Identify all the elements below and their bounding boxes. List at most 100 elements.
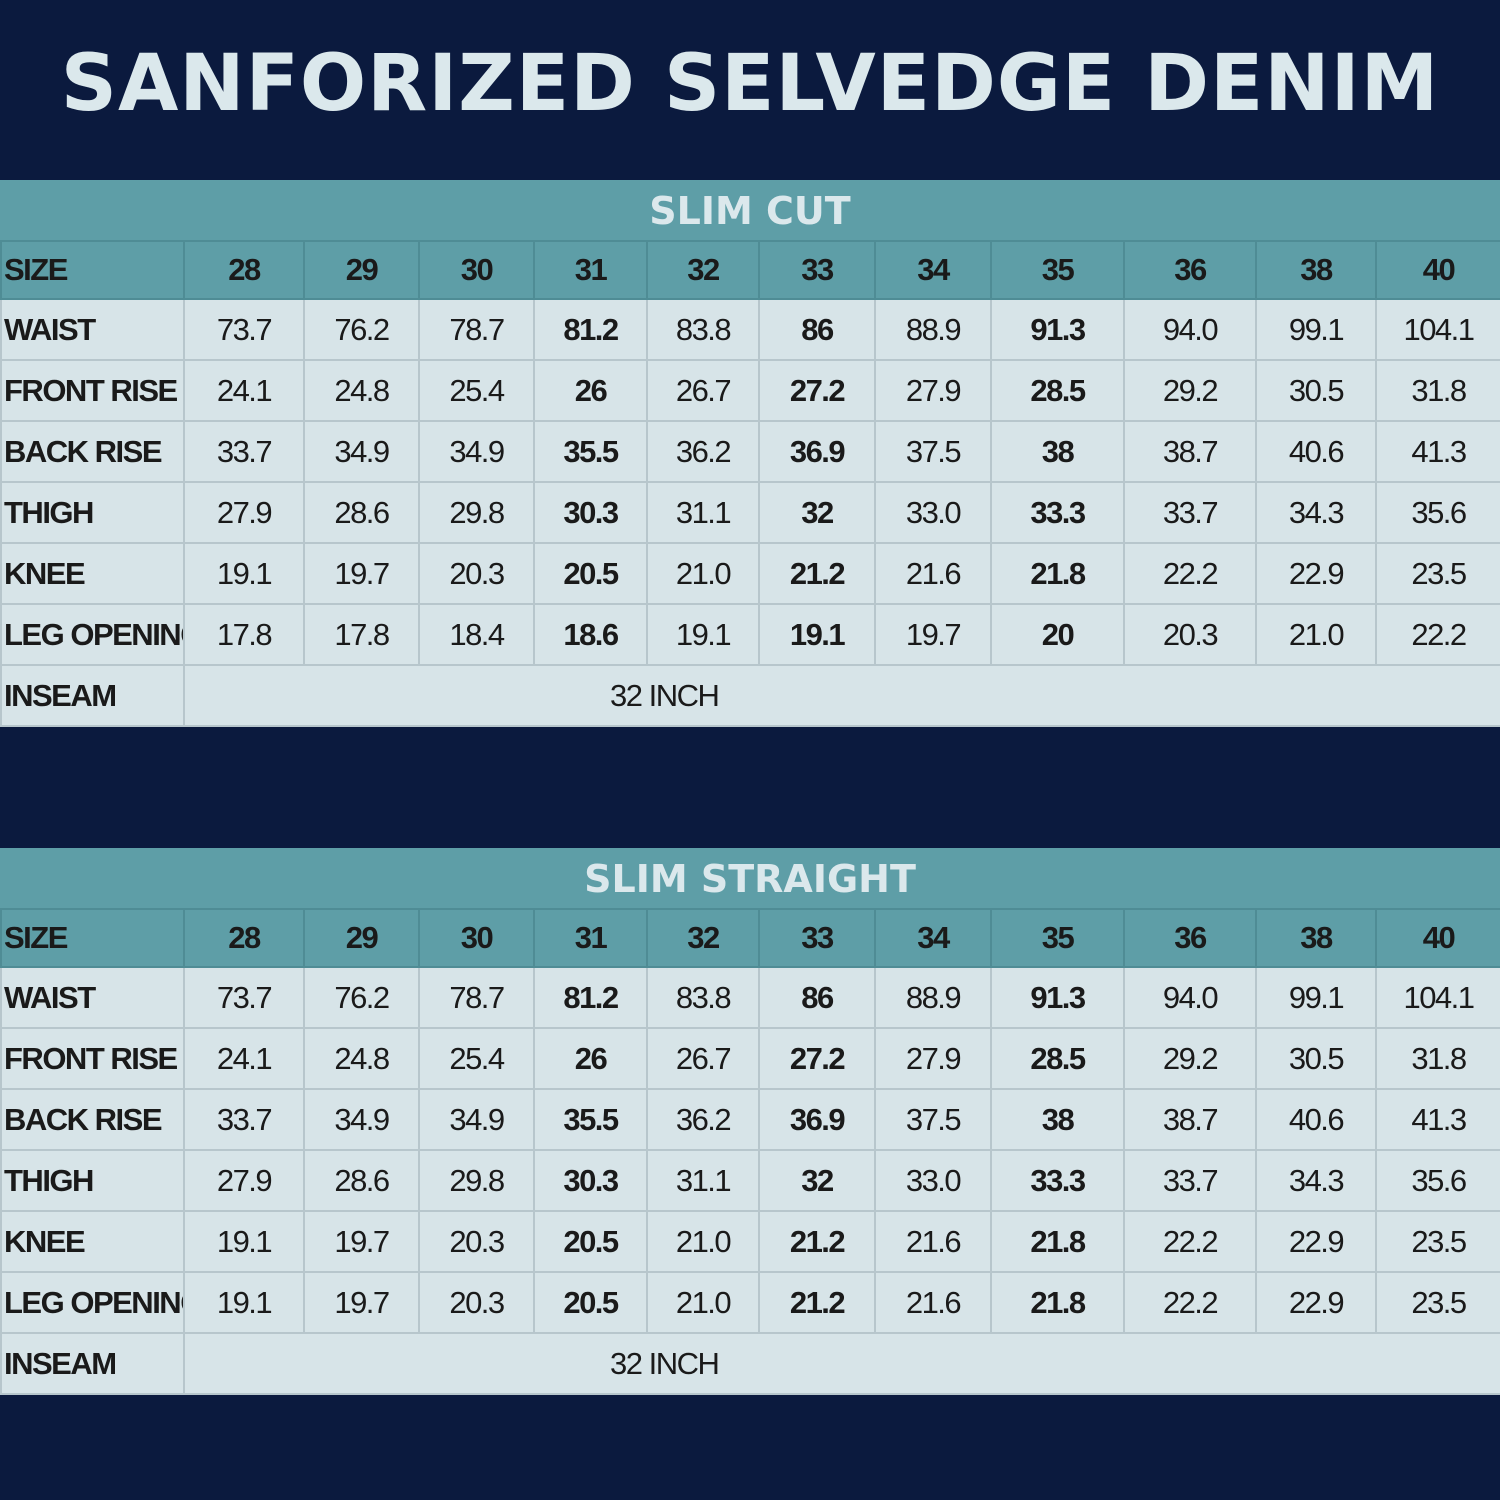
size-column-header: 28: [183, 908, 305, 968]
measurement-cell: 41.3: [1375, 420, 1500, 483]
measurement-cell: 40.6: [1255, 420, 1377, 483]
size-table-slim-straight: SLIM STRAIGHT SIZE 28 29 30 31 32 33 34 35 36 38 40 W…: [0, 848, 1500, 1395]
measurement-cell: 19.1: [758, 603, 876, 666]
measurement-cell: 31.1: [646, 481, 760, 544]
measurement-cell: 33.7: [1123, 481, 1257, 544]
measurement-cell: 26: [533, 1027, 648, 1090]
measurement-cell: 17.8: [183, 603, 305, 666]
measurement-cell: 22.2: [1123, 542, 1257, 605]
measurement-cell: 28.6: [303, 481, 420, 544]
measurement-cell: 22.2: [1375, 603, 1500, 666]
measurement-cell: 29.8: [418, 1149, 535, 1212]
table-title: SLIM STRAIGHT: [0, 848, 1500, 908]
measurement-cell: 21.6: [874, 542, 992, 605]
measurement-cell: 29.8: [418, 481, 535, 544]
measurement-cell: 86: [758, 298, 876, 361]
measurement-cell: 20.3: [418, 542, 535, 605]
size-column-header: 34: [874, 240, 992, 300]
measurement-cell: 25.4: [418, 1027, 535, 1090]
size-table: SIZE 28 29 30 31 32 33 34 35 36 38 40 WAIST 73.7 76.2 7…: [0, 908, 1500, 1395]
measurement-cell: 99.1: [1255, 966, 1377, 1029]
measurement-cell: 26.7: [646, 359, 760, 422]
measurement-cell: 83.8: [646, 966, 760, 1029]
measurement-cell: 31.8: [1375, 1027, 1500, 1090]
measurement-cell: 19.7: [303, 1210, 420, 1273]
measurement-cell: 33.7: [183, 420, 305, 483]
measurement-cell: 104.1: [1375, 966, 1500, 1029]
measurement-cell: 33.7: [183, 1088, 305, 1151]
measurement-cell: 30.3: [533, 1149, 648, 1212]
measurement-cell: 29.2: [1123, 1027, 1257, 1090]
size-column-header: 30: [418, 240, 535, 300]
row-label: WAIST: [0, 966, 185, 1029]
size-column-header: 29: [303, 908, 420, 968]
measurement-cell: 78.7: [418, 966, 535, 1029]
size-column-header: 29: [303, 240, 420, 300]
row-label: FRONT RISE: [0, 359, 185, 422]
measurement-cell: 21.6: [874, 1210, 992, 1273]
measurement-cell: 19.7: [874, 603, 992, 666]
measurement-cell: 24.1: [183, 1027, 305, 1090]
measurement-cell: 76.2: [303, 966, 420, 1029]
row-label: INSEAM: [0, 1332, 185, 1395]
measurement-cell: 22.9: [1255, 1210, 1377, 1273]
measurement-cell: 24.1: [183, 359, 305, 422]
measurement-cell: 21.8: [990, 1210, 1125, 1273]
inseam-row: INSEAM 32 INCH: [0, 1332, 1500, 1395]
measurement-cell: 21.0: [646, 542, 760, 605]
row-label: FRONT RISE: [0, 1027, 185, 1090]
measurement-cell: 83.8: [646, 298, 760, 361]
measurement-cell: 38.7: [1123, 1088, 1257, 1151]
measurement-cell: 21.2: [758, 542, 876, 605]
measurement-cell: 20.5: [533, 542, 648, 605]
measurement-cell: 27.2: [758, 1027, 876, 1090]
row-label: KNEE: [0, 542, 185, 605]
table-row: BACK RISE 33.7 34.9 34.9 35.5 36.2 36.9 37.5 38 3…: [0, 1088, 1500, 1151]
row-label: THIGH: [0, 481, 185, 544]
measurement-cell: 20.5: [533, 1210, 648, 1273]
row-label: LEG OPENING: [0, 1271, 185, 1334]
size-column-header: 35: [990, 240, 1125, 300]
header-row: SIZE 28 29 30 31 32 33 34 35 36 38 40: [0, 908, 1500, 968]
measurement-cell: 86: [758, 966, 876, 1029]
size-table-slim-cut: SLIM CUT SIZE 28 29 30 31 32 33 34 35 36 38 40 WAIST 7…: [0, 180, 1500, 727]
measurement-cell: 32: [758, 481, 876, 544]
measurement-cell: 35.5: [533, 1088, 648, 1151]
measurement-cell: 76.2: [303, 298, 420, 361]
measurement-cell: 37.5: [874, 420, 992, 483]
measurement-cell: 20.3: [418, 1271, 535, 1334]
measurement-cell: 27.9: [183, 1149, 305, 1212]
row-label: BACK RISE: [0, 420, 185, 483]
measurement-cell: 20: [990, 603, 1125, 666]
measurement-cell: 19.1: [183, 1271, 305, 1334]
measurement-cell: 91.3: [990, 966, 1125, 1029]
row-label: BACK RISE: [0, 1088, 185, 1151]
size-column-header: 36: [1123, 240, 1257, 300]
measurement-cell: 18.4: [418, 603, 535, 666]
table-row: LEG OPENING 19.1 19.7 20.3 20.5 21.0 21.2 21.6 2…: [0, 1271, 1500, 1334]
measurement-cell: 19.7: [303, 1271, 420, 1334]
measurement-cell: 28.6: [303, 1149, 420, 1212]
measurement-cell: 22.9: [1255, 542, 1377, 605]
measurement-cell: 19.1: [646, 603, 760, 666]
table-row: BACK RISE 33.7 34.9 34.9 35.5 36.2 36.9 37.5 38 3…: [0, 420, 1500, 483]
size-column-header: 33: [758, 908, 876, 968]
table-row: THIGH 27.9 28.6 29.8 30.3 31.1 32 33.0 33.3 33.7 3…: [0, 481, 1500, 544]
measurement-cell: 30.3: [533, 481, 648, 544]
measurement-cell: 34.3: [1255, 1149, 1377, 1212]
size-column-header: 34: [874, 908, 992, 968]
table-row: THIGH 27.9 28.6 29.8 30.3 31.1 32 33.0 33.3 33.7 3…: [0, 1149, 1500, 1212]
row-label: KNEE: [0, 1210, 185, 1273]
measurement-cell: 21.6: [874, 1271, 992, 1334]
measurement-cell: 20.5: [533, 1271, 648, 1334]
row-label: INSEAM: [0, 664, 185, 727]
measurement-cell: 27.9: [183, 481, 305, 544]
measurement-cell: 94.0: [1123, 966, 1257, 1029]
size-column-header: 32: [646, 240, 760, 300]
table-row: KNEE 19.1 19.7 20.3 20.5 21.0 21.2 21.6 21.8 22.2…: [0, 1210, 1500, 1273]
inseam-value: 32 INCH: [183, 1332, 1500, 1395]
measurement-cell: 78.7: [418, 298, 535, 361]
measurement-cell: 33.0: [874, 481, 992, 544]
table-row: FRONT RISE 24.1 24.8 25.4 26 26.7 27.2 27.9 28.5…: [0, 359, 1500, 422]
measurement-cell: 19.7: [303, 542, 420, 605]
